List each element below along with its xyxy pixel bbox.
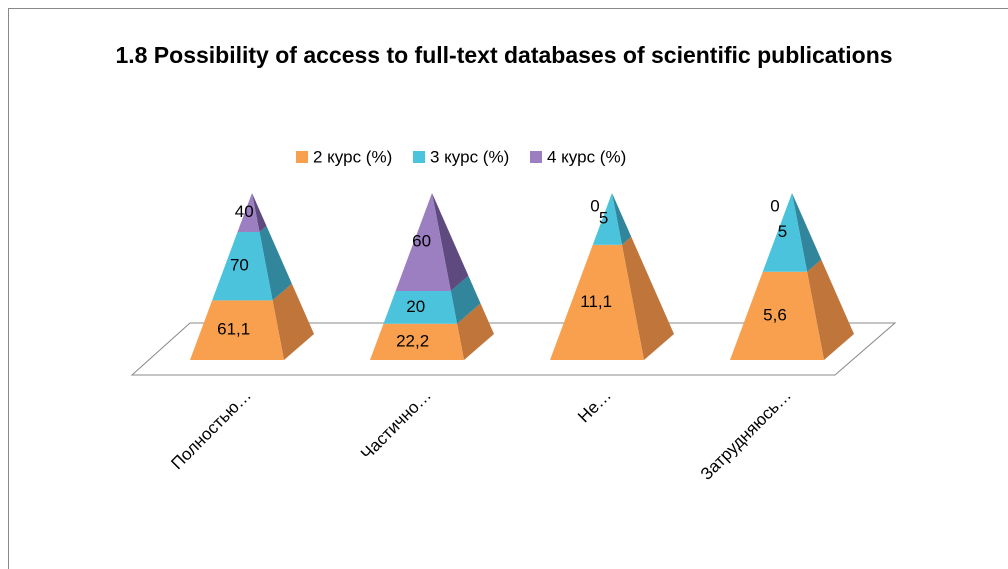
legend-swatch <box>530 151 542 163</box>
pyramid-segment <box>190 300 284 360</box>
data-label: 20 <box>406 297 425 316</box>
pyramid-segment <box>592 193 622 245</box>
pyramid-side <box>252 193 267 233</box>
floor <box>130 322 897 376</box>
chart-border <box>8 8 1008 569</box>
pyramid-side <box>432 193 469 292</box>
data-label: 5,6 <box>763 305 787 324</box>
data-label: 22,2 <box>396 331 429 350</box>
data-label: 61,1 <box>217 320 250 339</box>
pyramid-side <box>259 225 292 301</box>
data-label: 0 <box>590 196 599 215</box>
legend-swatch <box>413 151 425 163</box>
pyramid-side <box>612 193 632 245</box>
pyramid-segment <box>395 193 451 292</box>
pyramid-side <box>450 275 481 324</box>
pyramid-segment <box>730 271 824 360</box>
pyramid-segment <box>212 232 273 301</box>
pyramid-segment <box>762 193 808 272</box>
data-label: 5 <box>778 222 787 241</box>
legend-label: 4 курс (%) <box>547 147 626 166</box>
pyramid-side <box>272 283 314 360</box>
legend-label: 3 курс (%) <box>430 147 509 166</box>
data-label: 40 <box>235 202 254 221</box>
pyramid-segment <box>237 193 260 233</box>
chart-title: 1.8 Possibility of access to full-text d… <box>115 42 893 68</box>
pyramid-segment <box>383 291 458 324</box>
pyramid-side <box>792 193 822 272</box>
pyramid-side <box>457 303 494 360</box>
data-label: 70 <box>230 256 249 275</box>
data-label: 11,1 <box>580 292 612 311</box>
data-label: 60 <box>412 232 431 251</box>
pyramid-segment <box>550 244 644 360</box>
data-label: 5 <box>599 208 608 227</box>
legend-label: 2 курс (%) <box>313 147 392 166</box>
legend-swatch <box>296 151 308 163</box>
pyramid-side <box>621 236 674 360</box>
data-label: 0 <box>770 196 779 215</box>
pyramid-side <box>807 259 854 360</box>
pyramid-segment <box>370 323 464 360</box>
